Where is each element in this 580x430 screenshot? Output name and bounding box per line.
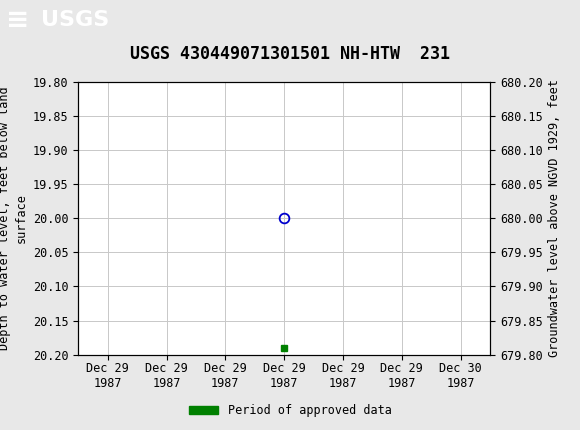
Y-axis label: Depth to water level, feet below land
surface: Depth to water level, feet below land su… xyxy=(0,86,27,350)
Text: ≡: ≡ xyxy=(6,6,29,34)
Legend: Period of approved data: Period of approved data xyxy=(184,399,396,422)
Text: USGS: USGS xyxy=(41,10,109,31)
Text: USGS 430449071301501 NH-HTW  231: USGS 430449071301501 NH-HTW 231 xyxy=(130,45,450,63)
Y-axis label: Groundwater level above NGVD 1929, feet: Groundwater level above NGVD 1929, feet xyxy=(548,79,561,357)
